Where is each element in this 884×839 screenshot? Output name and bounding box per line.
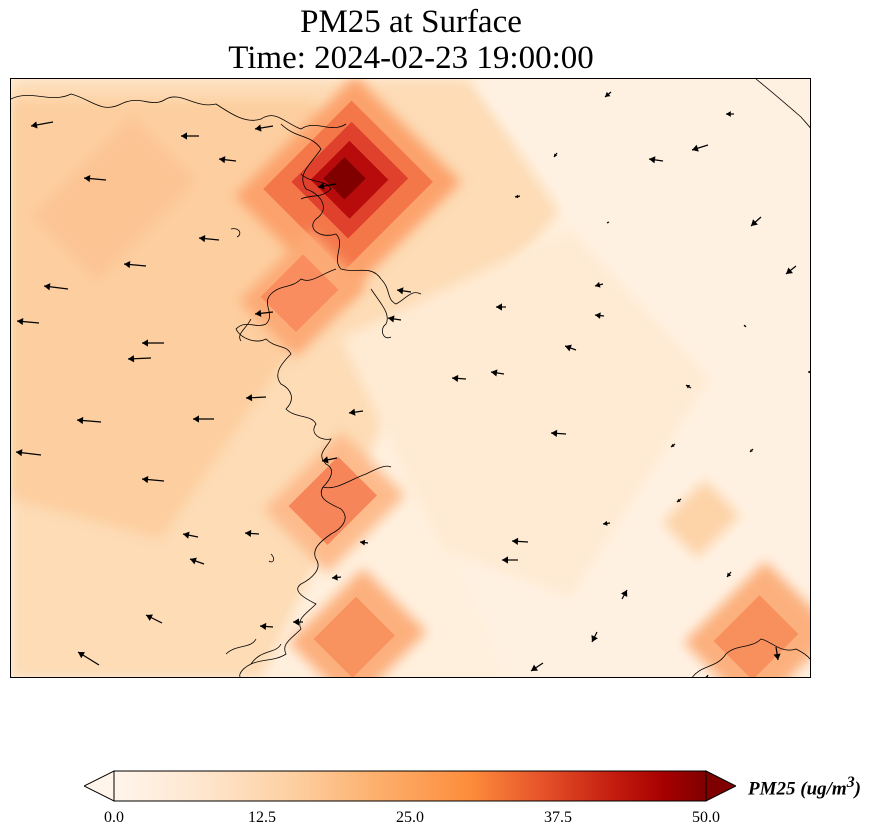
wind-arrow: [564, 344, 577, 352]
colorbar-label: PM25 (ug/m3): [748, 774, 861, 800]
colorbar-tick-3: 37.5: [544, 809, 572, 826]
wind-arrow: [193, 415, 214, 423]
colorbar-extend-max: [705, 770, 736, 802]
wind-arrow: [123, 260, 147, 269]
wind-arrow: [726, 111, 734, 117]
wind-arrow: [76, 416, 102, 425]
wind-arrow: [773, 646, 781, 661]
wind-arrow: [496, 303, 506, 311]
wind-arrow: [606, 221, 610, 224]
wind-arrow: [749, 448, 754, 453]
wind-arrow: [141, 475, 165, 484]
coastline: [11, 79, 810, 677]
wind-arrow: [591, 631, 598, 643]
map-panel[interactable]: [10, 78, 811, 678]
colorbar-gradient: [113, 770, 707, 802]
wind-arrow: [218, 156, 237, 164]
wind-arrow: [15, 449, 42, 457]
wind-arrow: [648, 156, 664, 164]
wind-arrow: [181, 132, 199, 140]
colorbar-label-text: PM25 (ug/m: [748, 778, 847, 800]
wind-arrow: [530, 662, 544, 672]
wind-arrow: [594, 312, 605, 319]
wind-arrow: [514, 194, 521, 199]
wind-arrow: [685, 384, 692, 389]
wind-arrow: [502, 556, 518, 564]
title-line-1: PM25 at Surface: [300, 4, 522, 40]
wind-arrow: [182, 531, 199, 539]
plot-title: PM25 at Surface Time: 2024-02-23 19:00:0…: [0, 4, 822, 76]
wind-vectors: [15, 91, 810, 677]
wind-arrow: [293, 618, 303, 626]
wind-arrow: [331, 574, 342, 581]
colorbar: [84, 770, 736, 802]
colorbar-tick-1: 12.5: [248, 809, 276, 826]
wind-arrow: [808, 370, 810, 374]
wind-arrow: [396, 287, 412, 295]
wind-arrow: [16, 317, 40, 326]
wind-arrow: [142, 339, 164, 347]
wind-arrow: [145, 614, 163, 624]
wind-arrow: [705, 674, 709, 677]
wind-arrow: [127, 355, 152, 363]
wind-arrow: [604, 91, 612, 98]
wind-arrow: [348, 408, 364, 416]
wind-arrow: [670, 443, 676, 448]
colorbar-tick-0: 0.0: [104, 809, 124, 826]
wind-arrow: [83, 174, 107, 183]
colorbar-label-exponent: 3: [846, 774, 855, 791]
wind-arrow: [676, 498, 682, 503]
wind-arrow: [553, 152, 558, 158]
wind-arrow: [691, 144, 709, 152]
wind-arrow: [359, 539, 369, 546]
wind-arrow: [490, 369, 505, 377]
wind-arrow: [244, 529, 260, 538]
wind-arrow: [451, 374, 467, 383]
wind-arrow: [317, 182, 337, 190]
wind-arrow: [726, 571, 732, 578]
wind-arrow: [750, 216, 762, 227]
map-canvas: [11, 79, 810, 677]
wind-arrow: [785, 265, 797, 275]
colorbar-tick-2: 25.0: [396, 809, 424, 826]
colorbar-label-close: ): [854, 778, 861, 800]
wind-arrow: [43, 283, 69, 291]
wind-arrow: [387, 315, 402, 323]
wind-arrow: [620, 589, 628, 600]
wind-arrow: [743, 324, 747, 328]
wind-arrow: [602, 520, 611, 526]
colorbar-tick-4: 50.0: [692, 809, 720, 826]
wind-arrow: [594, 281, 604, 288]
wind-arrow: [77, 651, 100, 666]
title-line-2: Time: 2024-02-23 19:00:00: [228, 40, 594, 76]
wind-arrow: [259, 622, 274, 631]
wind-arrow: [550, 429, 567, 437]
colorbar-extend-min: [84, 770, 115, 802]
wind-arrow: [511, 537, 529, 545]
wind-arrow: [321, 456, 338, 464]
wind-arrow: [254, 309, 274, 317]
pm25-field: [11, 79, 810, 677]
wind-arrow: [254, 124, 274, 132]
wind-arrow: [198, 235, 220, 243]
wind-arrow: [189, 557, 205, 565]
wind-arrow: [245, 394, 267, 402]
wind-arrow: [30, 121, 54, 129]
